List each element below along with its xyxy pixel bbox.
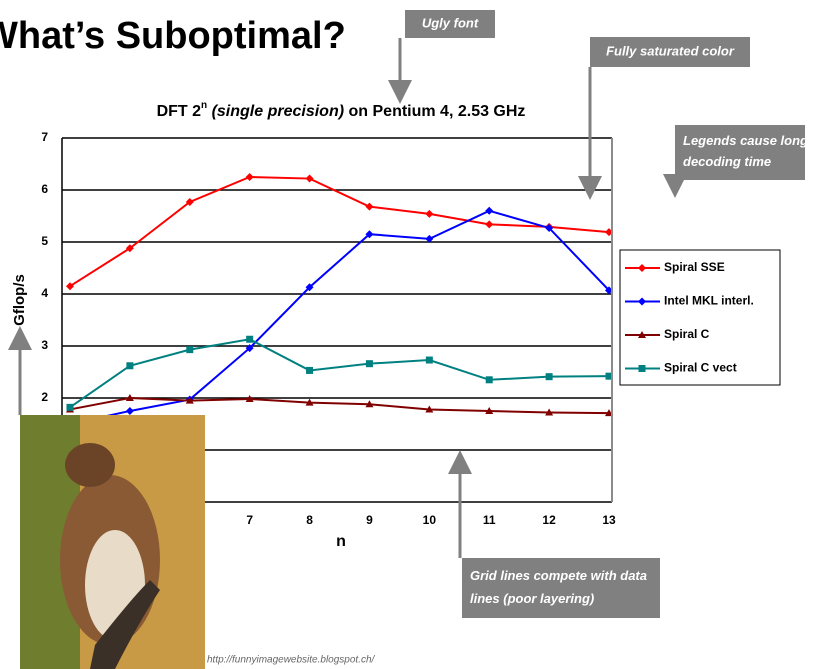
slide-title: What’s Suboptimal? bbox=[0, 15, 346, 57]
legend-label: Spiral C vect bbox=[664, 361, 737, 375]
marker bbox=[305, 398, 314, 406]
legend-box bbox=[619, 249, 781, 386]
marker bbox=[365, 202, 374, 211]
marker bbox=[125, 244, 134, 253]
marker bbox=[605, 372, 613, 380]
marker bbox=[186, 346, 194, 354]
chart-title: DFT 2n (single precision) on Pentium 4, … bbox=[157, 100, 526, 121]
x-tick-label: 11 bbox=[483, 513, 496, 527]
y-tick-label: 4 bbox=[41, 286, 48, 300]
series-line bbox=[69, 396, 610, 415]
marker bbox=[125, 407, 134, 415]
annotation: Grid lines compete with data lines (poor … bbox=[470, 568, 647, 606]
marker bbox=[305, 283, 314, 292]
marker bbox=[485, 376, 493, 384]
y-tick-label: 5 bbox=[41, 234, 48, 248]
annotation: Fully saturated color bbox=[606, 43, 735, 58]
x-tick-label: 13 bbox=[602, 513, 616, 527]
marker bbox=[365, 400, 374, 408]
callouts: Ugly font Fully saturated color Legends … bbox=[8, 10, 808, 618]
source: http://funnyimagewebsite.blogspot.ch/ bbox=[207, 655, 376, 666]
marker bbox=[185, 197, 194, 206]
annotation: Ugly font bbox=[422, 15, 479, 30]
series-line bbox=[69, 175, 610, 288]
marker bbox=[185, 396, 194, 404]
marker bbox=[485, 220, 494, 229]
annotation: Legends cause long decoding time bbox=[683, 133, 808, 169]
marker bbox=[246, 335, 254, 343]
marker bbox=[305, 174, 314, 183]
y-tick-label: 2 bbox=[41, 390, 48, 404]
y-axis-label: Gflop/s bbox=[11, 274, 28, 326]
legend-label: Spiral C bbox=[664, 327, 710, 341]
marker bbox=[545, 373, 553, 381]
x-tick-label: 7 bbox=[246, 513, 253, 527]
y-tick-label: 7 bbox=[41, 130, 48, 144]
legend-marker bbox=[638, 297, 646, 306]
marker bbox=[66, 403, 74, 411]
legend-marker bbox=[638, 264, 646, 272]
legend-marker bbox=[638, 331, 646, 338]
y-tick-label: 6 bbox=[41, 182, 48, 196]
marker bbox=[365, 230, 374, 239]
marker bbox=[245, 173, 254, 181]
marker bbox=[365, 360, 373, 368]
series-line bbox=[69, 209, 610, 425]
series-line bbox=[69, 338, 610, 409]
legend-label: Spiral SSE bbox=[664, 260, 725, 274]
legend-marker bbox=[638, 365, 646, 372]
marker bbox=[425, 356, 433, 364]
marker bbox=[425, 209, 434, 218]
x-tick-label: 8 bbox=[306, 513, 313, 527]
marker bbox=[245, 395, 254, 403]
marker bbox=[306, 366, 314, 374]
marker bbox=[545, 408, 554, 416]
marker bbox=[126, 362, 134, 370]
marker bbox=[425, 234, 434, 243]
x-tick-label: 12 bbox=[542, 513, 556, 527]
marker bbox=[125, 394, 134, 401]
y-tick-label: 3 bbox=[41, 338, 48, 352]
marker bbox=[425, 405, 434, 413]
legend-label: Intel MKL interl. bbox=[664, 294, 754, 308]
marker bbox=[66, 282, 74, 291]
x-tick-label: 10 bbox=[423, 513, 437, 527]
x-tick-label: 9 bbox=[366, 513, 373, 527]
marker bbox=[245, 344, 254, 353]
marker bbox=[545, 223, 554, 232]
photo bbox=[20, 415, 205, 669]
x-axis-label: n bbox=[336, 533, 346, 550]
marker bbox=[485, 407, 494, 414]
marker bbox=[485, 206, 494, 215]
